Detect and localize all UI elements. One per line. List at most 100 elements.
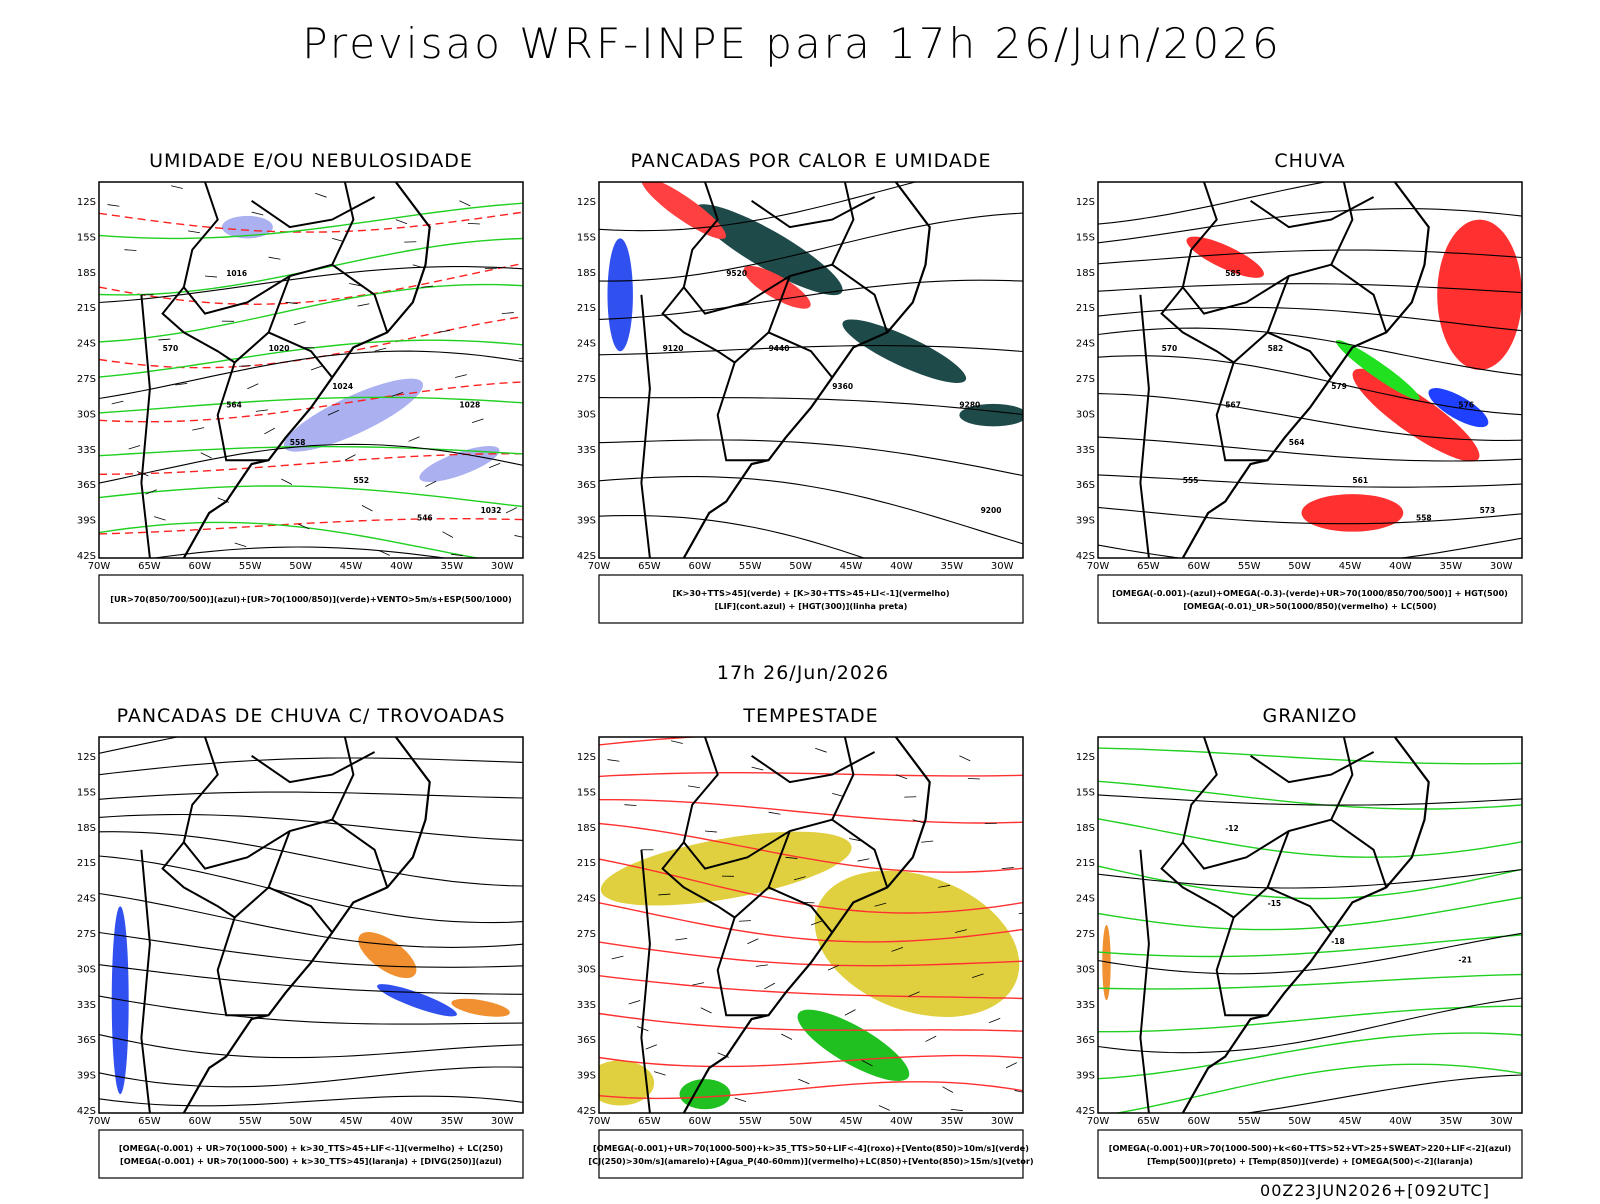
contour-label: 1028 (459, 401, 480, 410)
lon-label: 40W (890, 1116, 913, 1127)
wind-vector (815, 748, 826, 752)
border (141, 295, 150, 558)
contour-label: 9280 (959, 401, 980, 410)
wind-vector (205, 276, 217, 277)
wind-vector (515, 535, 527, 537)
wind-vector (201, 453, 212, 458)
contour-line (1098, 1075, 1522, 1121)
lat-label: 24S (577, 894, 596, 905)
border (1331, 182, 1352, 265)
shaded-area (276, 366, 430, 465)
wind-vector (1006, 1063, 1017, 1068)
lat-label: 12S (77, 197, 96, 208)
lon-label: 60W (688, 561, 711, 572)
contour-label: -12 (1225, 824, 1239, 833)
lon-label: 60W (1187, 561, 1210, 572)
wind-vector (129, 445, 140, 449)
contour-label: 1020 (269, 344, 290, 353)
lon-label: 35W (1439, 1116, 1462, 1127)
lon-label: 35W (940, 1116, 963, 1127)
lon-label: 45W (1339, 561, 1362, 572)
lat-label: 33S (1076, 445, 1095, 456)
lon-label: 50W (789, 561, 812, 572)
wind-vector (612, 956, 624, 959)
lat-label: 39S (1076, 516, 1095, 527)
contour-line (599, 477, 1023, 544)
contour-line (99, 965, 523, 995)
lat-label: 24S (1076, 339, 1095, 350)
lon-label: 55W (739, 561, 762, 572)
lon-label: 30W (491, 1116, 514, 1127)
wind-vector (112, 401, 124, 404)
wind-vector (1002, 868, 1014, 869)
lat-label: 12S (1076, 752, 1095, 763)
lon-label: 65W (1137, 1116, 1160, 1127)
border (163, 842, 235, 917)
lon-label: 55W (1238, 1116, 1261, 1127)
lon-label: 55W (239, 561, 262, 572)
shaded-area (375, 979, 460, 1022)
lat-label: 12S (1076, 197, 1095, 208)
panel-title: UMIDADE E/OU NEBULOSIDADE (149, 150, 473, 172)
contour-line (99, 1096, 523, 1106)
lat-label: 33S (577, 445, 596, 456)
legend-text: [Temp(500)](preto) + [Temp(850)](verde) … (1147, 1156, 1473, 1166)
lat-label: 18S (577, 268, 596, 279)
shaded-area (351, 923, 424, 987)
wind-vector (519, 357, 531, 359)
lon-label: 55W (239, 1116, 262, 1127)
lat-label: 39S (577, 516, 596, 527)
lat-label: 15S (1076, 232, 1095, 243)
panel: GRANIZO-12-15-18-2112S15S18S21S24S27S30S… (1076, 705, 1522, 1178)
shaded-area (450, 995, 511, 1020)
contour-label: 552 (353, 476, 369, 485)
contour-label: 555 (1183, 476, 1199, 485)
lon-label: 60W (1187, 1116, 1210, 1127)
lat-label: 18S (77, 823, 96, 834)
lat-label: 30S (1076, 409, 1095, 420)
lon-label: 45W (340, 561, 363, 572)
lat-label: 27S (77, 374, 96, 385)
wind-vector (311, 366, 322, 370)
contour-line (99, 792, 523, 799)
lat-label: 36S (577, 480, 596, 491)
wind-vector (925, 1036, 936, 1041)
lon-label: 30W (1490, 1116, 1513, 1127)
lat-label: 21S (577, 303, 596, 314)
wind-vector (315, 193, 326, 197)
wind-vector (688, 786, 700, 788)
lat-label: 39S (1076, 1071, 1095, 1082)
lon-label: 60W (688, 1116, 711, 1127)
wind-vector (968, 778, 980, 779)
wind-vector (502, 313, 514, 314)
lon-label: 70W (1087, 561, 1110, 572)
contour-label: 558 (290, 438, 306, 447)
contour-label: 570 (163, 344, 179, 353)
wind-vector (506, 508, 517, 513)
border (1140, 850, 1149, 1113)
wind-vector (409, 437, 420, 442)
contour-line (599, 1082, 1023, 1099)
lon-label: 60W (188, 1116, 211, 1127)
legend-box (1098, 575, 1522, 623)
lon-label: 40W (1389, 1116, 1412, 1127)
lon-label: 40W (890, 561, 913, 572)
lat-label: 15S (77, 787, 96, 798)
lat-label: 24S (77, 894, 96, 905)
border (1162, 842, 1234, 917)
contour-label: 570 (1162, 344, 1178, 353)
lon-label: 70W (88, 561, 111, 572)
lon-label: 65W (138, 561, 161, 572)
wind-vector (459, 201, 470, 206)
lat-label: 24S (577, 339, 596, 350)
wind-vector (358, 304, 370, 306)
contour-line (99, 486, 523, 507)
border (269, 887, 333, 932)
border (1217, 276, 1289, 460)
lon-label: 50W (1288, 1116, 1311, 1127)
contour-line (599, 773, 1023, 777)
border (269, 332, 333, 377)
contour-label: 1024 (332, 382, 353, 391)
wind-vector (607, 760, 619, 762)
contour-label: 564 (1289, 438, 1305, 447)
